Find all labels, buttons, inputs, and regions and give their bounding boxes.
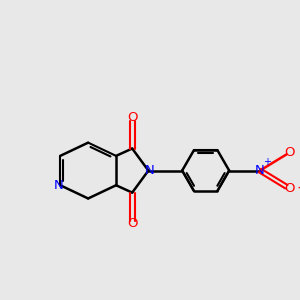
- Text: N: N: [54, 179, 64, 192]
- Text: +: +: [263, 157, 272, 167]
- Text: O: O: [284, 182, 295, 195]
- Text: O: O: [127, 217, 137, 230]
- Text: O: O: [284, 146, 295, 159]
- Text: N: N: [255, 164, 265, 177]
- Text: -: -: [297, 183, 300, 193]
- Text: O: O: [127, 111, 137, 124]
- Text: N: N: [145, 164, 155, 177]
